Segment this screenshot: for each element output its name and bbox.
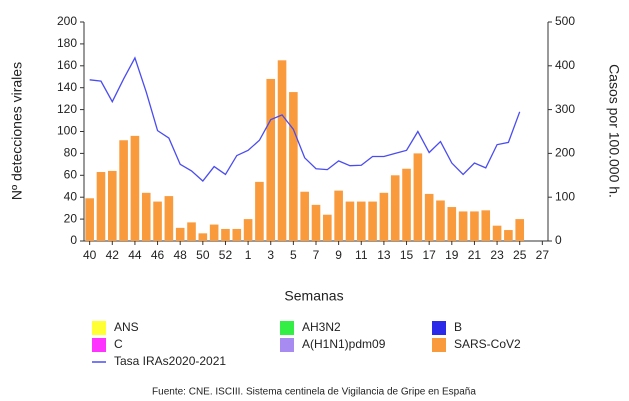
x-tick-label: 13 [377,248,391,262]
bar [141,192,151,241]
bar [289,92,298,241]
bar [470,211,479,241]
bar [311,204,321,241]
bar [85,198,94,241]
x-tick-label: 42 [106,248,120,262]
bar [243,219,253,241]
y2-tick-label: 100 [555,189,575,203]
x-tick-label: 11 [355,248,368,262]
y-tick-label: 120 [57,102,77,116]
x-tick-label: 9 [335,248,342,262]
legend-label: Tasa IRAs2020-2021 [114,354,226,368]
bar [153,201,162,241]
y2-tick-label: 200 [555,146,575,160]
bar [356,201,366,241]
bar [164,196,174,241]
bar [345,201,355,241]
y2-tick-label: 0 [555,233,562,247]
bar [402,168,411,241]
legend-label: C [114,337,123,351]
x-tick-label: 5 [290,248,297,262]
bar [96,172,106,241]
x-tick-label: 15 [400,248,414,262]
legend-label: AH3N2 [302,320,341,334]
y-tick-label: 160 [57,58,77,72]
x-tick-label: 48 [174,248,188,262]
x-tick-label: 17 [422,248,436,262]
bar [504,230,513,241]
y-axis-label: Nº detecciones virales [9,62,25,200]
y-tick-label: 100 [57,124,77,138]
y2-tick-label: 300 [555,102,575,116]
legend-swatch [92,321,106,335]
bar [277,60,287,242]
y-tick-label: 60 [64,167,78,181]
y-tick-label: 200 [57,14,77,28]
y-tick-label: 140 [57,80,77,94]
y-tick-label: 180 [57,36,77,50]
legend-label: B [454,320,462,334]
bar [187,222,196,241]
x-tick-label: 52 [219,248,233,262]
x-axis-label: Semanas [284,288,343,304]
legend-swatch [432,338,446,352]
x-tick-label: 46 [151,248,165,262]
x-tick-label: 50 [196,248,210,262]
bar [107,170,117,241]
y2-tick-label: 500 [555,14,575,28]
y-tick-label: 0 [70,233,77,247]
bar [266,78,276,241]
bar [198,233,208,241]
x-tick-label: 25 [513,248,527,262]
bar [175,227,185,241]
y2-tick-label: 400 [555,58,575,72]
bar [368,201,377,241]
bar [447,207,457,241]
legend-label: ANS [114,320,139,334]
bar [379,192,389,241]
bar [209,224,219,241]
x-tick-label: 3 [267,248,274,262]
legend-swatch [280,321,294,335]
source-note: Fuente: CNE. ISCIII. Sistema centinela d… [152,387,476,398]
x-tick-label: 19 [445,248,459,262]
bar [413,153,423,241]
bar [119,140,128,241]
legend-label: SARS-CoV2 [454,337,521,351]
line [89,56,521,182]
y-tick-label: 20 [64,211,78,225]
legend-swatch [432,321,446,335]
y-tick-label: 40 [64,189,78,203]
legend-swatch [92,338,106,352]
bar [515,219,525,241]
legend-label: A(H1N1)pdm09 [302,337,386,351]
x-tick-label: 27 [536,248,550,262]
x-tick-label: 1 [245,248,252,262]
legend-swatch [280,338,294,352]
x-tick-label: 21 [468,248,482,262]
bar [481,210,491,241]
bar [255,181,264,241]
x-tick-label: 7 [313,248,320,262]
bar [390,175,400,241]
bar [300,191,309,241]
y-tick-label: 80 [64,146,78,160]
x-tick-label: 44 [128,248,142,262]
bar [424,193,434,241]
bar [323,214,332,241]
x-tick-label: 23 [490,248,504,262]
y2-axis-label: Casos por 100.000 h. [606,64,622,198]
bar [436,200,445,241]
bar [458,211,468,241]
bar [334,190,343,241]
bar [221,228,230,241]
x-tick-label: 40 [83,248,97,262]
bar [492,225,502,241]
bar [130,135,140,241]
bar [232,228,242,241]
